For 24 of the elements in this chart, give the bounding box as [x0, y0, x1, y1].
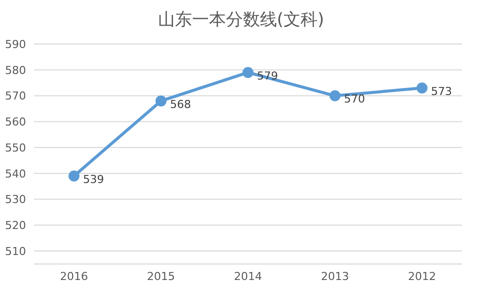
x-tick-label: 2014 — [234, 270, 262, 283]
y-tick-label: 510 — [5, 244, 26, 258]
y-tick-label: 570 — [5, 90, 26, 103]
y-tick-label: 540 — [5, 167, 26, 180]
x-tick-label: 2016 — [60, 270, 88, 283]
point — [242, 66, 254, 78]
data-label: 570 — [344, 92, 365, 106]
point — [156, 95, 166, 106]
y-tick-label: 560 — [5, 116, 26, 129]
point — [416, 82, 428, 94]
chart-title: 山东一本分数线(文科) — [156, 9, 326, 31]
data-label: 539 — [83, 172, 104, 186]
y-tick-label: 530 — [5, 193, 26, 206]
data-label: 573 — [431, 84, 452, 98]
y-tick-label: 580 — [5, 64, 26, 77]
y-tick-label: 520 — [5, 219, 26, 232]
x-tick-label: 2012 — [408, 270, 436, 283]
point — [68, 170, 80, 182]
data-label: 568 — [170, 98, 191, 111]
y-tick-label: 590 — [5, 38, 26, 51]
x-tick-label: 2015 — [147, 270, 175, 283]
point — [330, 90, 340, 102]
x-tick-label: 2013 — [321, 270, 349, 283]
y-tick-label: 550 — [5, 141, 26, 154]
